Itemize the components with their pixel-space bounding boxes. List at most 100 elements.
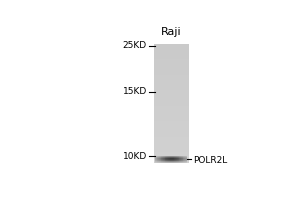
- Bar: [154, 100, 189, 102]
- Bar: [154, 103, 189, 105]
- Bar: [187, 162, 188, 163]
- Bar: [181, 156, 182, 157]
- Bar: [160, 160, 161, 161]
- Bar: [172, 161, 173, 162]
- Bar: [167, 157, 168, 158]
- Bar: [174, 161, 175, 162]
- Text: 25KD: 25KD: [123, 41, 147, 50]
- Bar: [176, 158, 177, 159]
- Bar: [171, 158, 172, 159]
- Bar: [159, 156, 160, 157]
- Bar: [181, 161, 182, 162]
- Bar: [185, 156, 186, 157]
- Bar: [180, 159, 181, 160]
- Bar: [176, 157, 177, 158]
- Bar: [176, 159, 177, 160]
- Bar: [176, 161, 177, 162]
- Bar: [174, 162, 175, 163]
- Bar: [154, 77, 189, 78]
- Bar: [160, 157, 161, 158]
- Bar: [185, 159, 186, 160]
- Bar: [174, 156, 175, 157]
- Bar: [154, 59, 189, 60]
- Bar: [154, 96, 189, 97]
- Bar: [154, 53, 189, 54]
- Bar: [180, 160, 181, 161]
- Bar: [161, 162, 162, 163]
- Bar: [187, 158, 188, 159]
- Bar: [183, 156, 184, 157]
- Bar: [158, 160, 159, 161]
- Bar: [182, 159, 183, 160]
- Bar: [160, 162, 161, 163]
- Bar: [176, 156, 177, 157]
- Bar: [154, 127, 189, 129]
- Bar: [154, 160, 189, 161]
- Bar: [164, 159, 165, 160]
- Bar: [174, 160, 175, 161]
- Bar: [175, 161, 176, 162]
- Bar: [164, 162, 165, 163]
- Bar: [171, 160, 172, 161]
- Bar: [154, 134, 189, 136]
- Bar: [166, 158, 167, 159]
- Bar: [177, 162, 178, 163]
- Bar: [183, 160, 184, 161]
- Bar: [156, 162, 157, 163]
- Bar: [169, 162, 170, 163]
- Bar: [173, 161, 174, 162]
- Bar: [179, 158, 180, 159]
- Bar: [167, 159, 168, 160]
- Bar: [157, 162, 158, 163]
- Bar: [154, 131, 189, 133]
- Bar: [177, 158, 178, 159]
- Bar: [182, 157, 183, 158]
- Bar: [154, 121, 189, 123]
- Bar: [161, 156, 162, 157]
- Bar: [167, 156, 168, 157]
- Bar: [164, 160, 165, 161]
- Bar: [164, 156, 165, 157]
- Bar: [179, 162, 180, 163]
- Bar: [158, 161, 159, 162]
- Bar: [187, 159, 188, 160]
- Bar: [168, 162, 169, 163]
- Bar: [159, 162, 160, 163]
- Bar: [163, 157, 164, 158]
- Bar: [154, 108, 189, 109]
- Bar: [154, 148, 189, 149]
- Bar: [161, 157, 162, 158]
- Bar: [154, 69, 189, 71]
- Bar: [154, 137, 189, 139]
- Bar: [162, 156, 163, 157]
- Bar: [182, 156, 183, 157]
- Bar: [169, 158, 170, 159]
- Bar: [173, 157, 174, 158]
- Bar: [154, 151, 189, 152]
- Bar: [180, 157, 181, 158]
- Bar: [159, 160, 160, 161]
- Bar: [159, 157, 160, 158]
- Bar: [160, 156, 161, 157]
- Bar: [168, 159, 169, 160]
- Bar: [154, 78, 189, 80]
- Bar: [184, 162, 185, 163]
- Bar: [154, 126, 189, 127]
- Bar: [171, 156, 172, 157]
- Bar: [162, 161, 163, 162]
- Bar: [177, 159, 178, 160]
- Bar: [154, 140, 189, 142]
- Bar: [164, 158, 165, 159]
- Bar: [155, 162, 156, 163]
- Bar: [154, 88, 189, 90]
- Bar: [169, 156, 170, 157]
- Bar: [166, 159, 167, 160]
- Bar: [176, 162, 177, 163]
- Bar: [177, 160, 178, 161]
- Bar: [159, 161, 160, 162]
- Bar: [154, 106, 189, 108]
- Bar: [171, 159, 172, 160]
- Bar: [154, 109, 189, 111]
- Bar: [170, 162, 171, 163]
- Bar: [181, 162, 182, 163]
